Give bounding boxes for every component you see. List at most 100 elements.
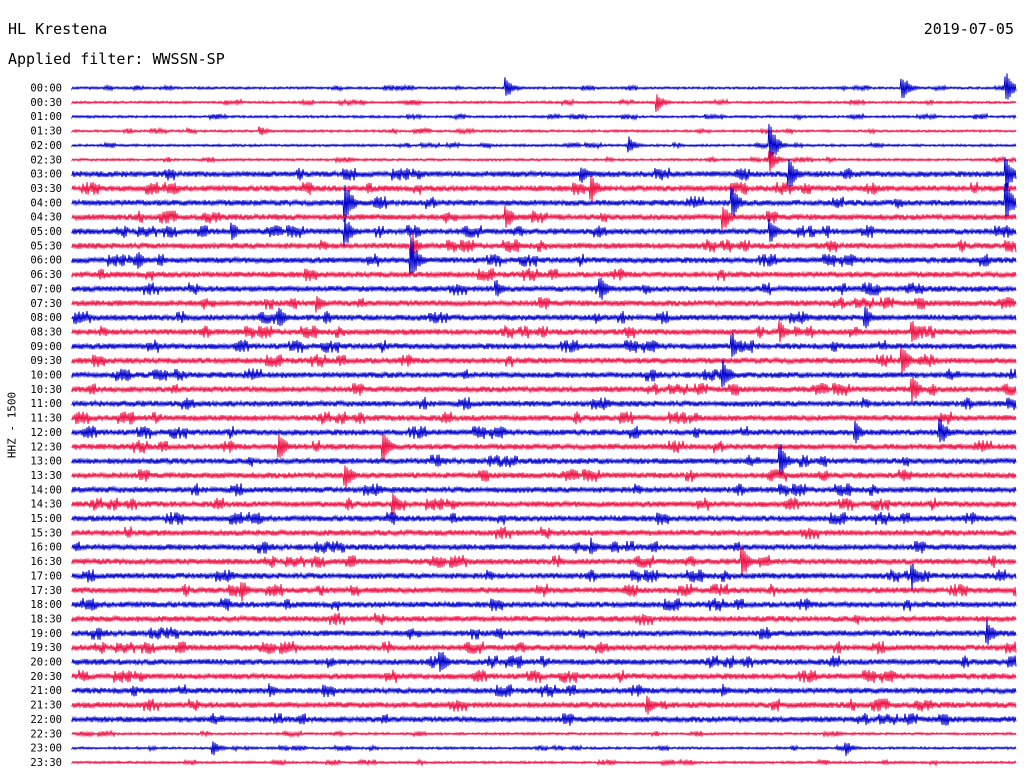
trace-line [71,444,1017,476]
time-label: 11:00 [30,398,62,410]
trace-line [71,465,1017,489]
trace-line [71,234,1017,260]
time-label: 15:00 [30,513,62,525]
time-label: 12:30 [30,441,62,453]
time-label: 15:30 [30,527,62,539]
trace-line [71,320,1017,343]
trace-line [71,112,1017,122]
trace-line [71,332,1017,358]
trace-line [71,156,1017,190]
time-label: 09:00 [30,341,62,353]
trace-line [71,563,1017,590]
time-label: 04:00 [30,197,62,209]
time-label: 05:30 [30,240,62,252]
trace-line [71,619,1017,645]
time-label: 23:00 [30,743,62,755]
trace-line [71,126,1017,136]
time-label: 00:30 [30,97,62,109]
trace-line [71,669,1017,683]
time-label: 18:30 [30,613,62,625]
time-label: 08:30 [30,326,62,338]
time-label: 03:00 [30,169,62,181]
time-label: 16:30 [30,556,62,568]
time-label: 22:00 [30,714,62,726]
time-label: 10:00 [30,370,62,382]
time-label: 20:00 [30,657,62,669]
trace-line [71,267,1017,282]
trace-line [71,418,1017,444]
time-label: 06:30 [30,269,62,281]
time-label: 23:30 [30,757,62,769]
trace-line [71,651,1017,672]
time-label: 18:00 [30,599,62,611]
time-label: 19:30 [30,642,62,654]
trace-line [71,94,1017,113]
trace-line [71,306,1017,329]
trace-line [71,741,1017,756]
trace-line [71,695,1017,715]
time-label: 07:00 [30,283,62,295]
time-label: 14:30 [30,499,62,511]
trace-line [71,434,1017,461]
trace-line [71,359,1017,387]
time-label: 02:00 [30,140,62,152]
trace-line [71,729,1017,739]
trace-line [71,683,1017,698]
trace-line [71,277,1017,300]
time-label: 01:30 [30,126,62,138]
time-label: 01:00 [30,111,62,123]
time-label: 00:00 [30,83,62,95]
trace-line [71,182,1017,223]
trace-line [71,123,1017,160]
time-label: 17:00 [30,570,62,582]
station-name: HL Krestena [8,20,108,38]
trace-line [71,641,1017,655]
trace-line [71,712,1017,726]
seismic-traces [71,73,1017,767]
trace-line [71,295,1017,313]
trace-line [71,150,1017,172]
trace-line [71,346,1017,374]
trace-line [71,598,1017,612]
time-label: 21:00 [30,685,62,697]
trace-line [71,376,1017,402]
time-label: 17:30 [30,585,62,597]
trace-line [71,612,1017,626]
time-label: 19:00 [30,628,62,640]
record-date: 2019-07-05 [923,20,1014,38]
trace-line [71,757,1017,767]
trace-line [71,546,1017,577]
time-label: 04:30 [30,212,62,224]
time-label: 16:00 [30,542,62,554]
time-label: 14:00 [30,484,62,496]
time-label: 06:00 [30,255,62,267]
trace-line [71,582,1017,602]
trace-line [71,217,1017,247]
time-label: 21:30 [30,700,62,712]
trace-line [71,73,1017,100]
time-label: 22:30 [30,728,62,740]
time-label: 13:00 [30,456,62,468]
time-labels: 00:00 00:30 01:00 01:30 02:00 02:30 03:00 03:30… [30,83,62,769]
trace-line [71,511,1017,526]
trace-line [71,176,1017,203]
time-label: 07:30 [30,298,62,310]
time-label: 02:30 [30,154,62,166]
trace-line [71,483,1017,497]
time-label: 05:00 [30,226,62,238]
trace-line [71,411,1017,425]
trace-line [71,493,1017,515]
trace-line [71,526,1017,540]
time-label: 10:30 [30,384,62,396]
time-label: 03:30 [30,183,62,195]
time-label: 20:30 [30,671,62,683]
time-label: 12:00 [30,427,62,439]
time-label: 11:30 [30,413,62,425]
time-label: 13:30 [30,470,62,482]
time-label: 08:00 [30,312,62,324]
trace-line [71,205,1017,230]
trace-line [71,238,1017,277]
filter-label: Applied filter: WWSSN-SP [8,50,225,68]
time-label: 09:30 [30,355,62,367]
